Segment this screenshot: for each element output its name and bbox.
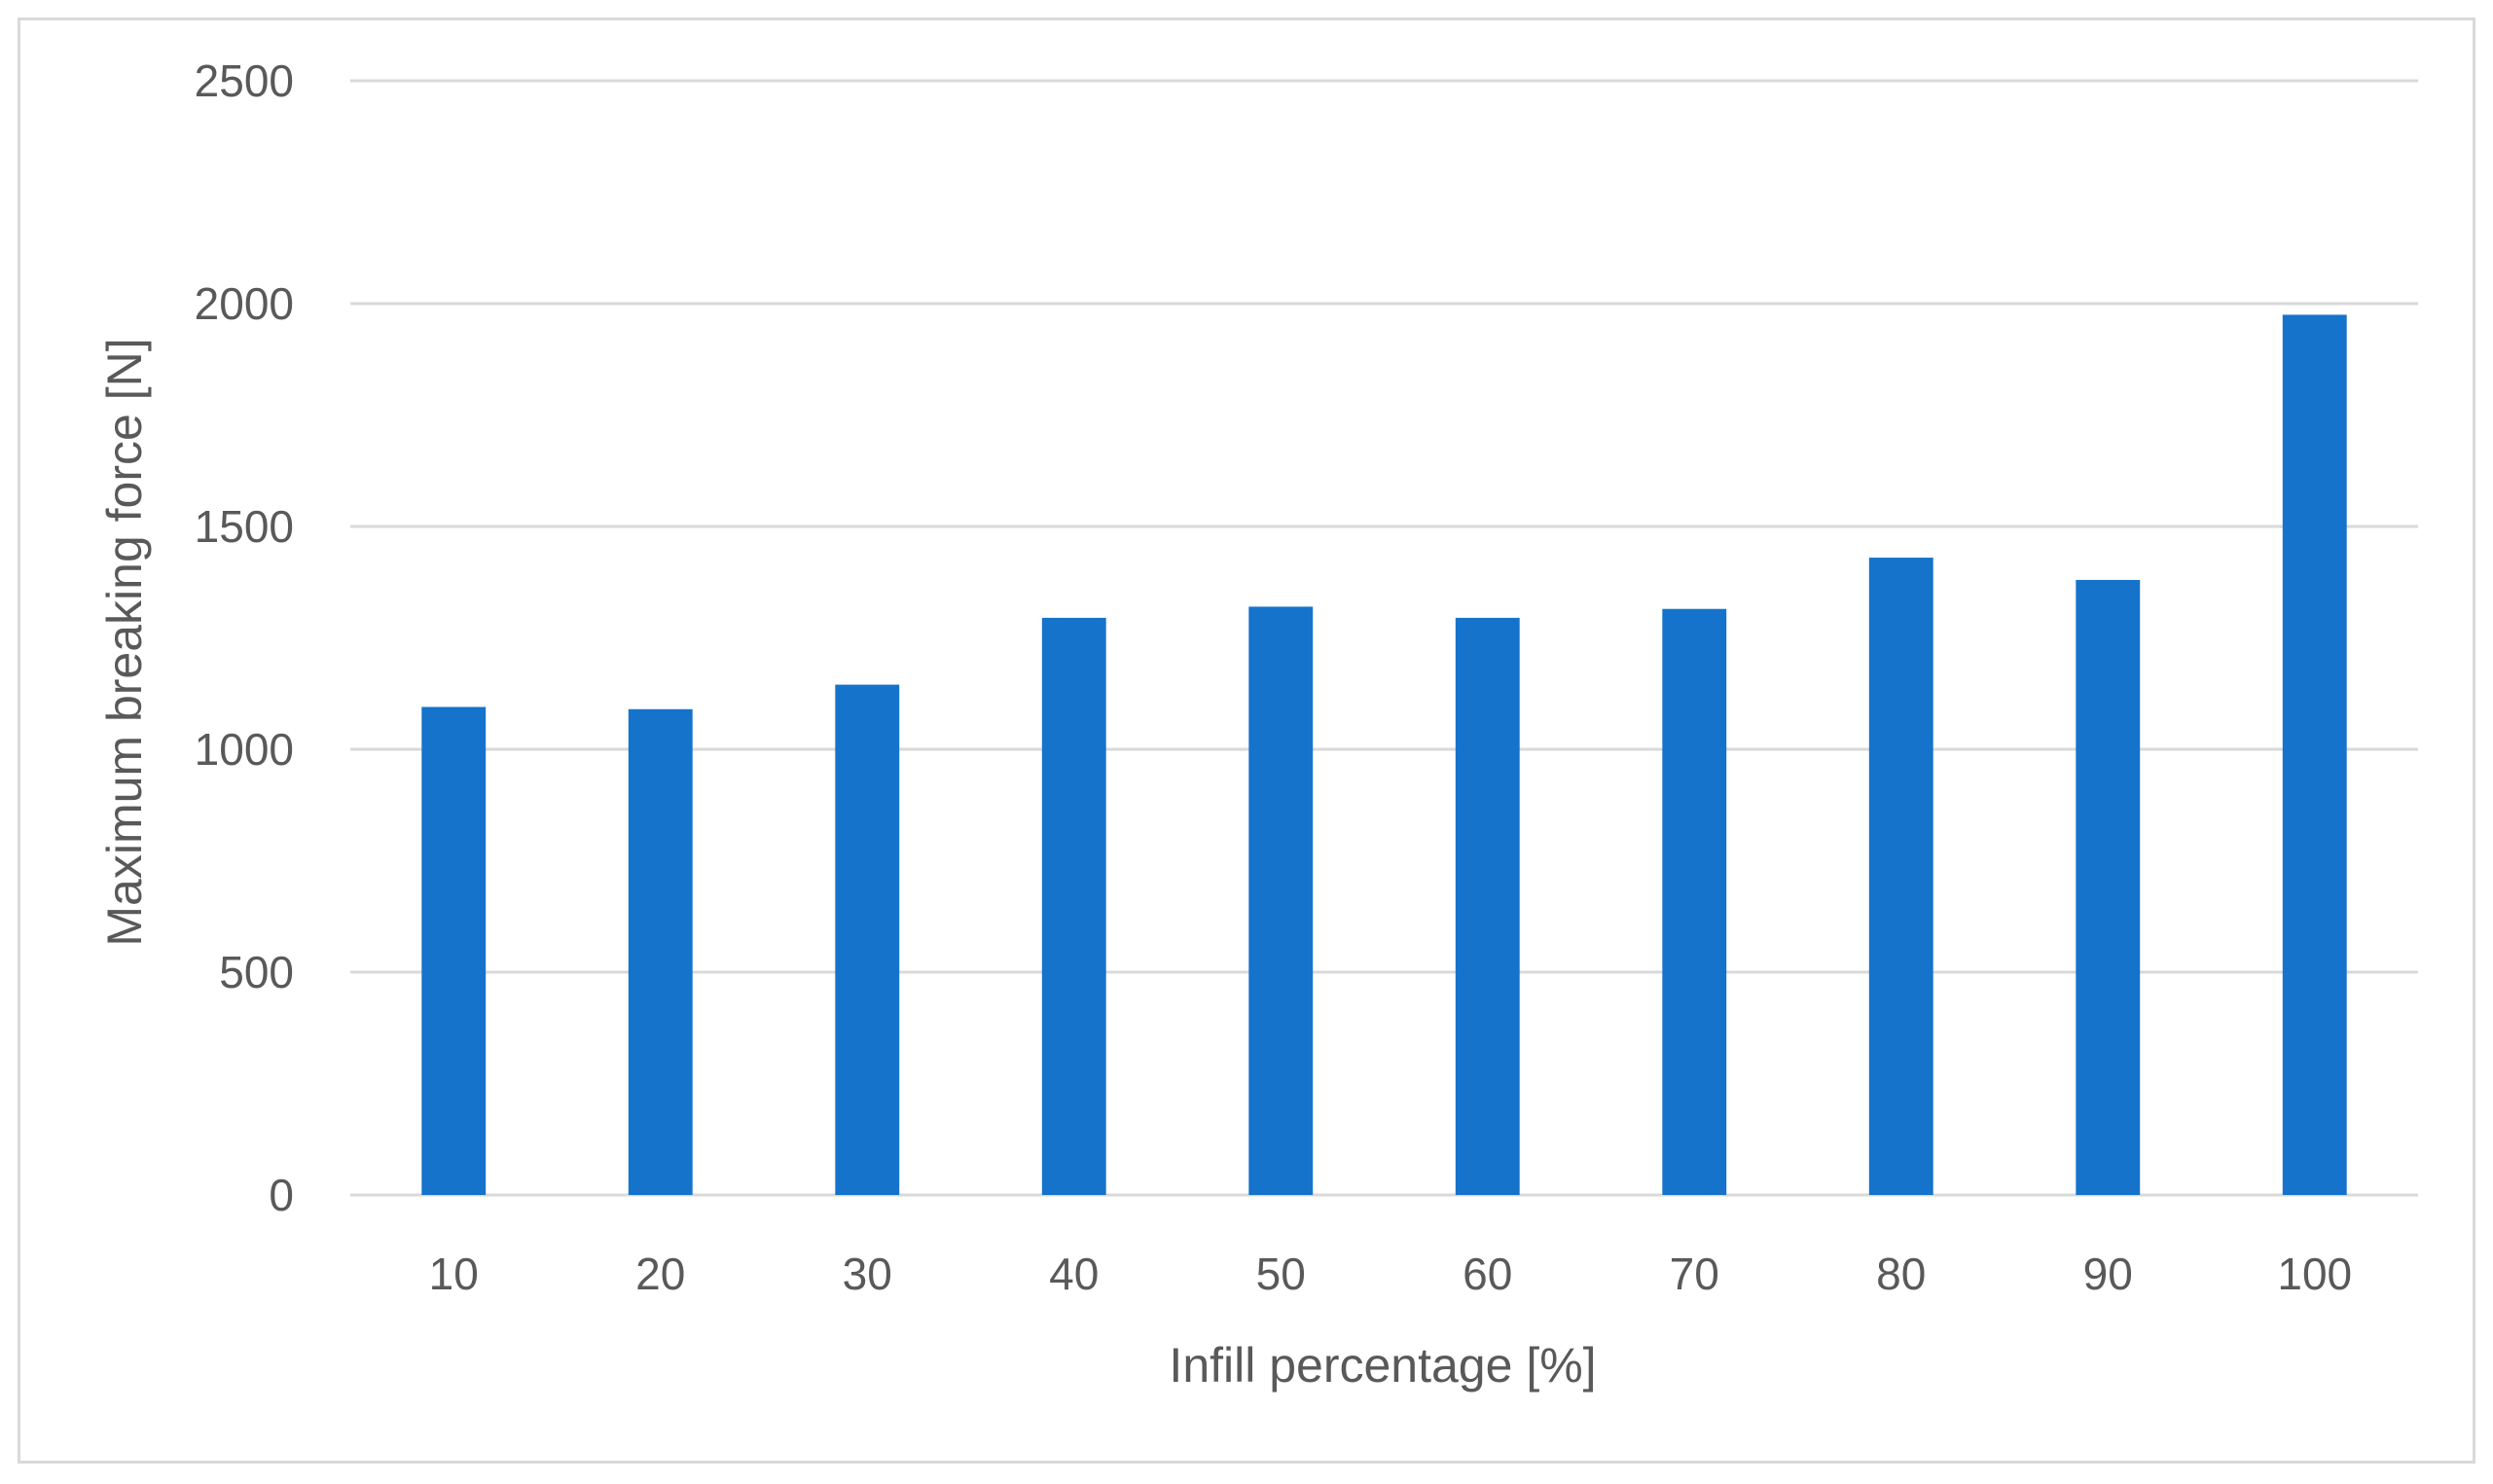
y-tick-labels: 0 500 1000 1500 2000 2500 (195, 55, 294, 1220)
x-tick-label: 40 (1049, 1249, 1099, 1299)
bar (1455, 617, 1520, 1195)
bar (1662, 608, 1727, 1195)
x-axis-title: Infill percentage [%] (1169, 1338, 1596, 1393)
y-tick-label: 500 (219, 947, 294, 997)
x-tick-label: 10 (429, 1249, 479, 1299)
x-tick-label: 50 (1256, 1249, 1306, 1299)
y-tick-label: 2500 (195, 55, 294, 106)
x-tick-label: 70 (1670, 1249, 1719, 1299)
y-tick-label: 2000 (195, 278, 294, 329)
x-tick-label: 60 (1463, 1249, 1512, 1299)
x-tick-label: 20 (635, 1249, 685, 1299)
gridlines (350, 79, 2418, 1197)
y-tick-label: 0 (269, 1170, 294, 1220)
bar (1041, 617, 1106, 1195)
bar (628, 708, 693, 1195)
bar (2282, 314, 2347, 1195)
y-tick-label: 1000 (195, 724, 294, 775)
x-tick-label: 80 (1876, 1249, 1926, 1299)
x-tick-label: 30 (843, 1249, 892, 1299)
bar (421, 706, 487, 1195)
bars (421, 314, 2347, 1195)
bar (835, 684, 900, 1195)
bar (1868, 558, 1933, 1195)
x-tick-label: 100 (2277, 1249, 2352, 1299)
x-tick-labels: 10 20 30 40 50 60 70 80 90 100 (429, 1249, 2352, 1299)
x-tick-label: 90 (2083, 1249, 2133, 1299)
y-tick-label: 1500 (195, 501, 294, 552)
bar (2076, 579, 2141, 1195)
bar (1248, 606, 1314, 1195)
y-axis-title: Maximum breaking force [N] (97, 338, 152, 946)
